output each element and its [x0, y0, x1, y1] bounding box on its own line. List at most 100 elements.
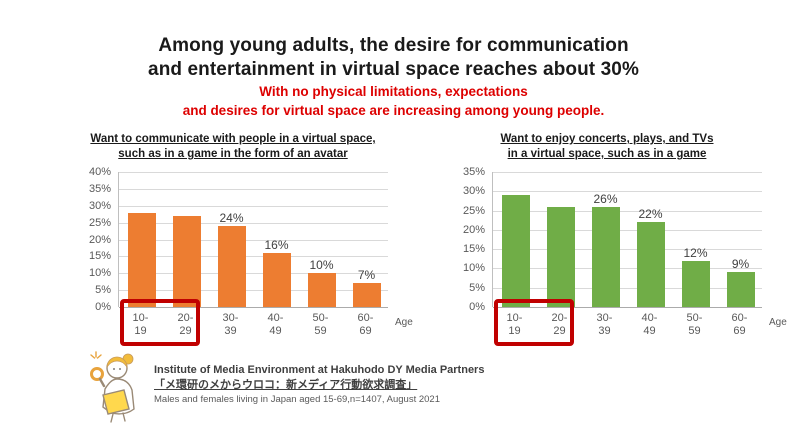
page-title-line1: Among young adults, the desire for commu…	[158, 35, 629, 56]
legs	[110, 412, 126, 423]
hair	[106, 356, 128, 369]
bar-value-label: 26%	[593, 191, 618, 206]
plot-wrap: 24% 16% 10% 7% 10- 19 20- 29 30- 39 40- 49 50- 59 60-…	[118, 172, 413, 346]
page-subtitle-line2: and desires for virtual space are increa…	[182, 103, 605, 118]
chart-title-line2: such as in a game in the form of an avat…	[118, 148, 348, 160]
chart-title: Want to communicate with people in a vir…	[78, 132, 388, 162]
sparkle-icon	[90, 351, 102, 359]
bar-40-49	[636, 222, 665, 307]
bar-value-label: 16%	[264, 238, 289, 252]
x-axis: 10- 19 20- 29 30- 39 40- 49 50- 59 60- 69	[492, 307, 762, 338]
bar-60-69	[726, 272, 755, 307]
chart-title-line2: in a virtual space, such as in a game	[507, 148, 707, 160]
bar-40-49	[262, 253, 291, 307]
charts-row: Want to communicate with people in a vir…	[0, 132, 787, 346]
chart-title-line1: Want to enjoy concerts, plays, and TVs	[500, 133, 714, 145]
x-tick-label: 50- 59	[686, 312, 703, 337]
x-tick-label: 50- 59	[312, 312, 329, 337]
gridline	[119, 239, 388, 241]
y-tick-label: 10%	[462, 262, 485, 275]
bar-value-label: 7%	[357, 268, 376, 283]
y-tick-label: 0%	[469, 301, 485, 313]
chart-title-line1: Want to communicate with people in a vir…	[90, 133, 376, 145]
source-text: Institute of Media Environment at Hakuho…	[154, 363, 484, 406]
chart-body: 0% 5% 10% 15% 20% 25% 30% 35% 40% 24% 16% 10% 7% 10…	[78, 166, 413, 346]
gridline	[119, 205, 388, 207]
chart-communicate-virtual-space: Want to communicate with people in a vir…	[78, 132, 413, 346]
gridline	[493, 229, 762, 231]
x-tick-label: 40- 49	[641, 312, 658, 337]
x-tick-label: 10- 19	[132, 312, 149, 337]
bar-30-39	[591, 206, 620, 307]
y-tick-label: 5%	[95, 284, 111, 297]
header: Among young adults, the desire for commu…	[0, 0, 787, 120]
chart-enjoy-concerts-virtual-space: Want to enjoy concerts, plays, and TVs i…	[452, 132, 787, 346]
y-tick-label: 20%	[462, 223, 485, 236]
y-tick-label: 30%	[462, 185, 485, 198]
y-tick-label: 25%	[88, 216, 111, 229]
bar-value-label: 24%	[219, 211, 244, 225]
x-tick-label: 30- 39	[222, 312, 239, 337]
chart-body: 0% 5% 10% 15% 20% 25% 30% 35% 26% 22% 12% 9% 10- 19…	[452, 166, 787, 346]
x-tick-label: 20- 29	[177, 312, 194, 337]
y-tick-label: 5%	[469, 281, 485, 294]
folder	[102, 389, 130, 415]
gridline	[119, 172, 388, 173]
y-tick-label: 30%	[88, 199, 111, 212]
bar-30-39	[217, 226, 246, 307]
plot-area: 24% 16% 10% 7%	[118, 172, 388, 308]
bar-value-label: 10%	[309, 258, 334, 273]
source-sample-note: Males and females living in Japan aged 1…	[154, 394, 440, 405]
y-tick-label: 15%	[88, 250, 111, 263]
bar-50-59	[681, 260, 710, 307]
bar-value-label: 22%	[638, 207, 663, 222]
bar-20-29	[546, 206, 575, 307]
y-tick-label: 35%	[462, 166, 485, 178]
x-axis-title: Age	[769, 317, 787, 328]
chart-title: Want to enjoy concerts, plays, and TVs i…	[452, 132, 762, 162]
y-tick-label: 40%	[88, 166, 111, 178]
bar-value-label: 9%	[731, 257, 750, 272]
gridline	[493, 287, 762, 289]
gridline	[493, 307, 762, 308]
x-tick-label: 60- 69	[357, 312, 374, 337]
page-subtitle-line1: With no physical limitations, expectatio…	[259, 84, 528, 99]
gridline	[119, 290, 388, 292]
bar-60-69	[352, 283, 381, 307]
y-tick-label: 10%	[88, 267, 111, 280]
y-axis: 0% 5% 10% 15% 20% 25% 30% 35%	[452, 166, 492, 313]
y-tick-label: 15%	[462, 243, 485, 256]
bar-10-19	[501, 195, 530, 307]
plot-area: 26% 22% 12% 9%	[492, 172, 762, 308]
page-title-line2: and entertainment in virtual space reach…	[148, 59, 639, 80]
x-axis: 10- 19 20- 29 30- 39 40- 49 50- 59 60- 69	[118, 307, 388, 338]
y-tick-label: 35%	[88, 182, 111, 195]
gridline	[119, 222, 388, 224]
x-tick-label: 40- 49	[267, 312, 284, 337]
gridline	[493, 172, 762, 173]
magnifying-glass-icon	[90, 367, 106, 388]
gridline	[119, 188, 388, 190]
x-tick-label: 60- 69	[731, 312, 748, 337]
gridline	[493, 249, 762, 251]
gridline	[119, 307, 388, 308]
bar-value-label: 12%	[683, 245, 708, 260]
source-organization: Institute of Media Environment at Hakuho…	[154, 364, 485, 376]
bar-50-59	[307, 273, 336, 307]
footer: Institute of Media Environment at Hakuho…	[88, 350, 484, 424]
source-survey-name: 「メ環研のメからウロコ：新メディア行動欲求調査」	[154, 379, 418, 391]
gridline	[119, 273, 388, 275]
researcher-mascot-illustration	[90, 351, 135, 423]
bar-10-19	[127, 212, 156, 307]
gridline	[493, 191, 762, 193]
gridline	[119, 256, 388, 258]
bar-20-29	[172, 215, 201, 307]
y-axis: 0% 5% 10% 15% 20% 25% 30% 35% 40%	[78, 166, 118, 313]
x-tick-label: 20- 29	[551, 312, 568, 337]
gridline	[493, 268, 762, 270]
x-tick-label: 30- 39	[596, 312, 613, 337]
y-tick-label: 25%	[462, 204, 485, 217]
y-tick-label: 0%	[95, 301, 111, 313]
x-tick-label: 10- 19	[506, 312, 523, 337]
